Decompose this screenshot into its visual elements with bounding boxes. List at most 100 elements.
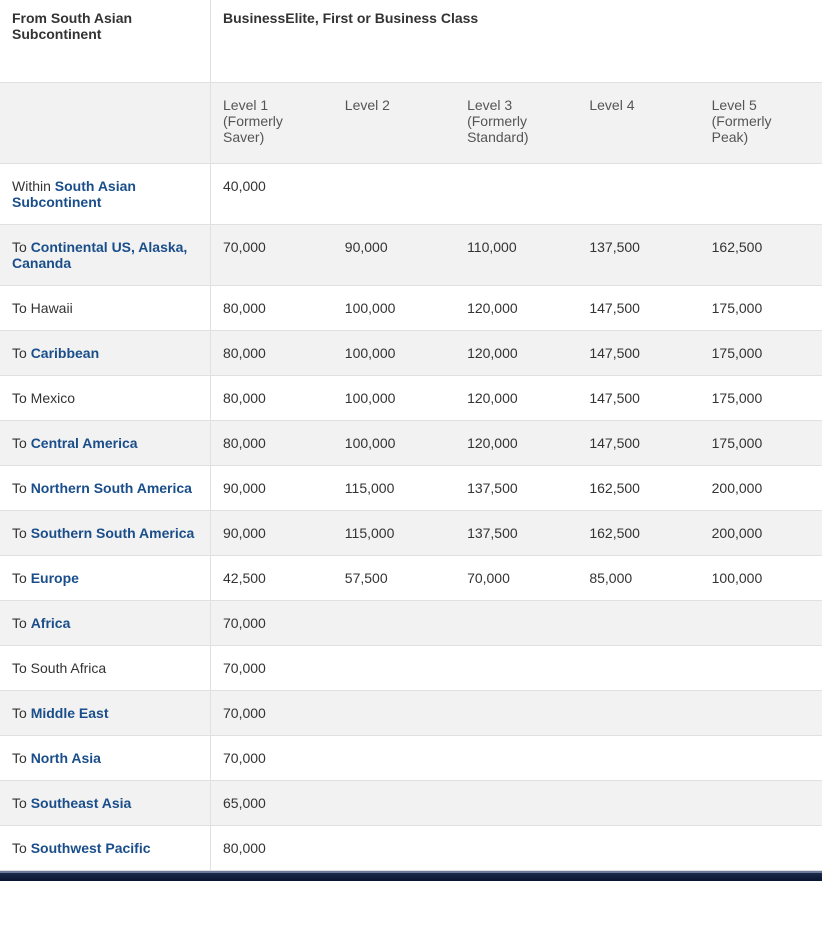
value-cell xyxy=(700,781,822,826)
value-cell: 137,500 xyxy=(455,511,577,556)
table-row: To North Asia 70,000 xyxy=(0,736,822,781)
route-cell: To Caribbean xyxy=(0,331,211,376)
value-cell: 162,500 xyxy=(700,225,822,286)
route-prefix: To xyxy=(12,435,31,451)
table-row: To Hawaii80,000100,000120,000147,500175,… xyxy=(0,286,822,331)
route-prefix: To xyxy=(12,795,31,811)
value-cell xyxy=(333,781,455,826)
value-cell: 85,000 xyxy=(577,556,699,601)
route-link[interactable]: Caribbean xyxy=(31,345,99,361)
value-cell xyxy=(333,691,455,736)
route-link[interactable]: Europe xyxy=(31,570,79,586)
value-cell: 175,000 xyxy=(700,286,822,331)
value-cell xyxy=(577,691,699,736)
value-cell xyxy=(455,601,577,646)
value-cell: 175,000 xyxy=(700,376,822,421)
route-link[interactable]: Northern South America xyxy=(31,480,192,496)
value-cell: 147,500 xyxy=(577,331,699,376)
route-prefix: To xyxy=(12,840,31,856)
value-cell: 137,500 xyxy=(577,225,699,286)
route-link[interactable]: Middle East xyxy=(31,705,109,721)
value-cell xyxy=(577,601,699,646)
value-cell xyxy=(577,781,699,826)
route-link[interactable]: Southeast Asia xyxy=(31,795,132,811)
route-link[interactable]: Africa xyxy=(31,615,71,631)
value-cell: 42,500 xyxy=(211,556,333,601)
level-header: Level 1(Formerly Saver) xyxy=(211,83,333,164)
route-cell: To Mexico xyxy=(0,376,211,421)
value-cell xyxy=(333,601,455,646)
value-cell: 40,000 xyxy=(211,164,333,225)
route-link[interactable]: Southwest Pacific xyxy=(31,840,151,856)
value-cell: 115,000 xyxy=(333,511,455,556)
route-prefix: To xyxy=(12,480,31,496)
value-cell: 162,500 xyxy=(577,466,699,511)
route-cell: To Africa xyxy=(0,601,211,646)
value-cell: 110,000 xyxy=(455,225,577,286)
route-cell: To Continental US, Alaska, Cananda xyxy=(0,225,211,286)
route-prefix: To Hawaii xyxy=(12,300,73,316)
table-row: To Southeast Asia65,000 xyxy=(0,781,822,826)
route-cell: To Hawaii xyxy=(0,286,211,331)
value-cell xyxy=(700,826,822,871)
level-title: Level 4 xyxy=(589,97,687,113)
route-prefix: To xyxy=(12,345,31,361)
value-cell xyxy=(700,691,822,736)
route-cell: To Southern South America xyxy=(0,511,211,556)
route-prefix: To xyxy=(12,705,31,721)
value-cell xyxy=(455,164,577,225)
value-cell: 162,500 xyxy=(577,511,699,556)
level-subtitle: (Formerly Saver) xyxy=(223,113,321,145)
route-prefix: To xyxy=(12,570,31,586)
route-link[interactable]: Central America xyxy=(31,435,138,451)
value-cell xyxy=(333,646,455,691)
value-cell xyxy=(455,826,577,871)
level-subtitle: (Formerly Peak) xyxy=(712,113,810,145)
level-header: Level 5(Formerly Peak) xyxy=(700,83,822,164)
value-cell: 200,000 xyxy=(700,511,822,556)
header-row-top: From South Asian Subcontinent BusinessEl… xyxy=(0,0,822,83)
header-class: BusinessElite, First or Business Class xyxy=(211,0,822,83)
value-cell: 147,500 xyxy=(577,376,699,421)
route-cell: To Southwest Pacific xyxy=(0,826,211,871)
value-cell: 80,000 xyxy=(211,826,333,871)
route-cell: Within South Asian Subcontinent xyxy=(0,164,211,225)
table-row: To Continental US, Alaska, Cananda70,000… xyxy=(0,225,822,286)
route-cell: To South Africa xyxy=(0,646,211,691)
table-row: To South Africa70,000 xyxy=(0,646,822,691)
value-cell xyxy=(577,164,699,225)
route-prefix: To xyxy=(12,750,31,766)
header-levels-spacer xyxy=(0,83,211,164)
value-cell xyxy=(333,736,455,781)
value-cell: 80,000 xyxy=(211,376,333,421)
route-link[interactable]: North Asia xyxy=(31,750,101,766)
value-cell: 100,000 xyxy=(333,421,455,466)
value-cell: 175,000 xyxy=(700,421,822,466)
value-cell: 57,500 xyxy=(333,556,455,601)
value-cell xyxy=(455,691,577,736)
route-link[interactable]: Southern South America xyxy=(31,525,195,541)
value-cell: 120,000 xyxy=(455,331,577,376)
value-cell: 70,000 xyxy=(211,601,333,646)
route-cell: To Southeast Asia xyxy=(0,781,211,826)
value-cell: 147,500 xyxy=(577,421,699,466)
value-cell: 80,000 xyxy=(211,286,333,331)
table-row: To Southwest Pacific80,000 xyxy=(0,826,822,871)
value-cell xyxy=(455,736,577,781)
value-cell: 90,000 xyxy=(211,466,333,511)
table-row: To Southern South America90,000115,00013… xyxy=(0,511,822,556)
route-link[interactable]: Continental US, Alaska, Cananda xyxy=(12,239,187,271)
value-cell: 120,000 xyxy=(455,376,577,421)
route-cell: To Central America xyxy=(0,421,211,466)
table-row: To Europe42,50057,50070,00085,000100,000 xyxy=(0,556,822,601)
value-cell xyxy=(700,646,822,691)
value-cell: 70,000 xyxy=(211,736,333,781)
value-cell xyxy=(700,164,822,225)
award-chart-table: From South Asian Subcontinent BusinessEl… xyxy=(0,0,822,871)
table-row: To Central America80,000100,000120,00014… xyxy=(0,421,822,466)
value-cell: 80,000 xyxy=(211,421,333,466)
table-row: Within South Asian Subcontinent40,000 xyxy=(0,164,822,225)
level-title: Level 5 xyxy=(712,97,810,113)
value-cell xyxy=(700,736,822,781)
value-cell xyxy=(333,164,455,225)
